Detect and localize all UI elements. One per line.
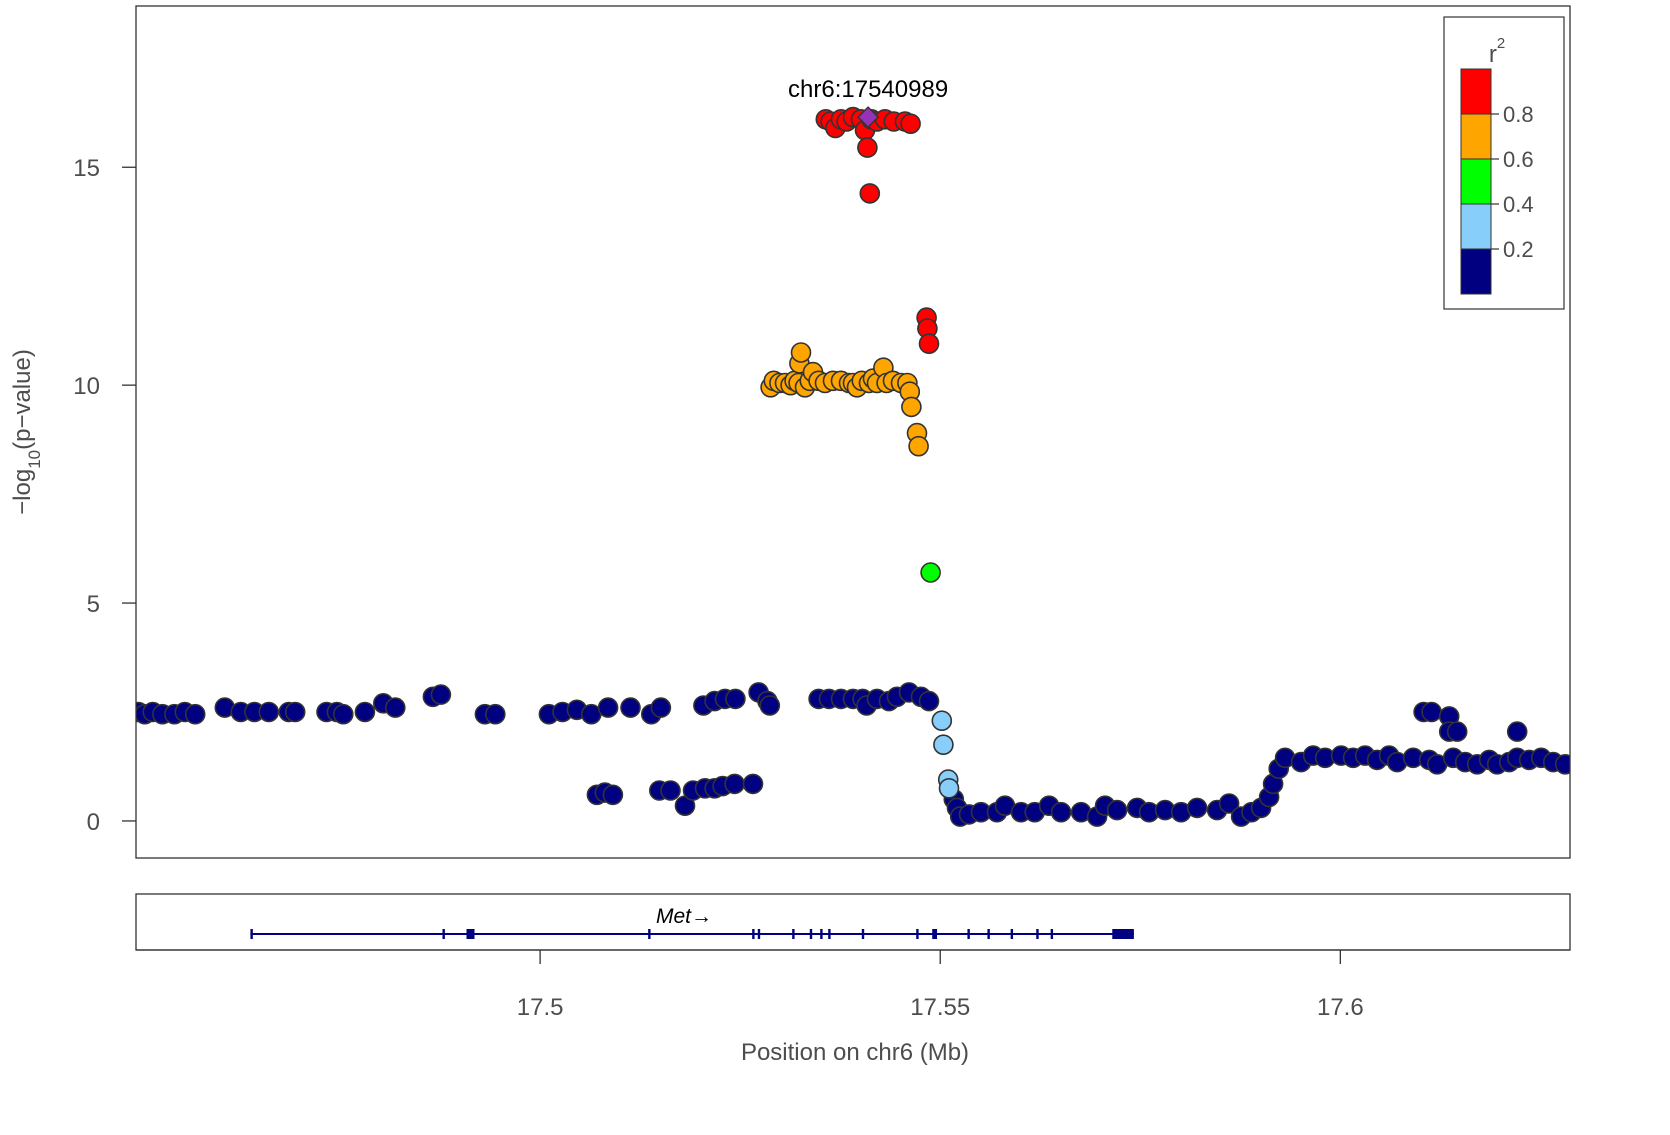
snp-point (1554, 754, 1570, 775)
y-tick-label: 10 (73, 373, 100, 400)
lead-snp-marker (857, 106, 880, 129)
gene-track-frame (135, 893, 1571, 951)
gene-exon (250, 929, 253, 939)
y-axis: 0 5 10 15 (73, 155, 136, 836)
snp-point (1421, 701, 1442, 723)
snp-point (1186, 797, 1208, 819)
gene-exon (828, 929, 831, 939)
snp-point (1446, 721, 1468, 742)
snp-point (284, 701, 306, 723)
gene-exon (1112, 929, 1134, 939)
snp-point (933, 734, 954, 756)
snp-point (1106, 799, 1128, 821)
snp-point (620, 697, 641, 718)
gene-panel: Met→ 17.5 17.55 17.6 Position on chr6 (Mb) (135, 893, 1571, 1066)
x-tick-label: 17.55 (910, 994, 970, 1021)
gene-exon (442, 929, 445, 939)
gene-exon (861, 929, 865, 939)
snp-point (725, 688, 746, 710)
legend-tick-label: 0.4 (1503, 192, 1534, 217)
legend-bin (1460, 158, 1492, 205)
snp-point (920, 562, 941, 583)
snp-point (597, 697, 619, 718)
lead-snp: chr6:17540989 (788, 76, 948, 129)
snp-point (332, 703, 354, 725)
snp-point (354, 701, 376, 723)
snp-point (918, 690, 940, 712)
legend-tick-label: 0.6 (1503, 147, 1534, 172)
gene-exon (967, 929, 970, 939)
y-tick-label: 0 (87, 809, 100, 836)
snp-point (790, 342, 812, 363)
snp-point (430, 684, 452, 705)
snp-point (938, 777, 960, 799)
legend-bin (1460, 248, 1492, 295)
x-axis-label: Position on chr6 (Mb) (741, 1039, 969, 1066)
snp-point (484, 703, 506, 725)
gene-exon (648, 929, 651, 939)
legend-tick-label: 0.8 (1503, 102, 1534, 127)
points-layer (136, 106, 1570, 827)
gene-exon (1050, 929, 1054, 939)
snp-point (384, 697, 406, 718)
snp-point (724, 773, 745, 795)
gene-track (250, 929, 1134, 939)
gene-exon (987, 929, 990, 939)
gene-exon (1010, 929, 1014, 939)
snp-point (742, 773, 764, 795)
y-axis-label: −log10(p−value) (9, 349, 44, 515)
r2-legend: r2 0.8 0.6 0.4 0.2 (1443, 16, 1565, 310)
gene-exon (757, 929, 761, 939)
legend-bin (1460, 203, 1492, 250)
x-axis: 17.5 17.55 17.6 (136, 949, 1570, 1021)
legend-tick-label: 0.2 (1503, 237, 1534, 262)
x-tick-label: 17.6 (1317, 994, 1364, 1021)
gene-exon (820, 929, 823, 939)
lead-snp-label: chr6:17540989 (788, 76, 948, 103)
snp-point (1050, 801, 1072, 823)
legend-title: r2 (1489, 35, 1505, 68)
snp-point (184, 703, 206, 725)
gene-exon (809, 929, 813, 939)
snp-point (1218, 793, 1240, 814)
gene-exon (792, 929, 795, 939)
x-tick-label: 17.5 (517, 994, 564, 1021)
gene-exon (752, 929, 755, 939)
snp-point (918, 333, 940, 355)
snp-point (859, 183, 881, 204)
snp-point (931, 710, 953, 732)
gene-label-met: Met→ (656, 905, 712, 928)
snp-point (900, 113, 921, 134)
y-tick-label: 15 (73, 155, 100, 182)
gene-exon (916, 929, 919, 939)
snp-point (908, 435, 929, 457)
gene-exon (1036, 929, 1039, 939)
snp-point (258, 701, 280, 723)
snp-point (602, 784, 624, 806)
snp-point (901, 396, 922, 418)
snp-point (650, 697, 672, 718)
legend-bin (1460, 68, 1492, 115)
plot-frame (135, 5, 1571, 859)
legend-color-bins: 0.8 0.6 0.4 0.2 (1460, 68, 1534, 295)
snp-point (1506, 721, 1528, 742)
snp-point (660, 780, 681, 801)
gene-exon (932, 929, 938, 939)
y-tick-label: 5 (87, 591, 100, 618)
snp-point (857, 137, 878, 158)
snp-point (759, 695, 781, 716)
legend-bin (1460, 113, 1492, 160)
association-panel: 0 5 10 15 −log10(p−value) chr6:17540989 r2 … (9, 5, 1571, 859)
gene-exon (466, 929, 475, 939)
